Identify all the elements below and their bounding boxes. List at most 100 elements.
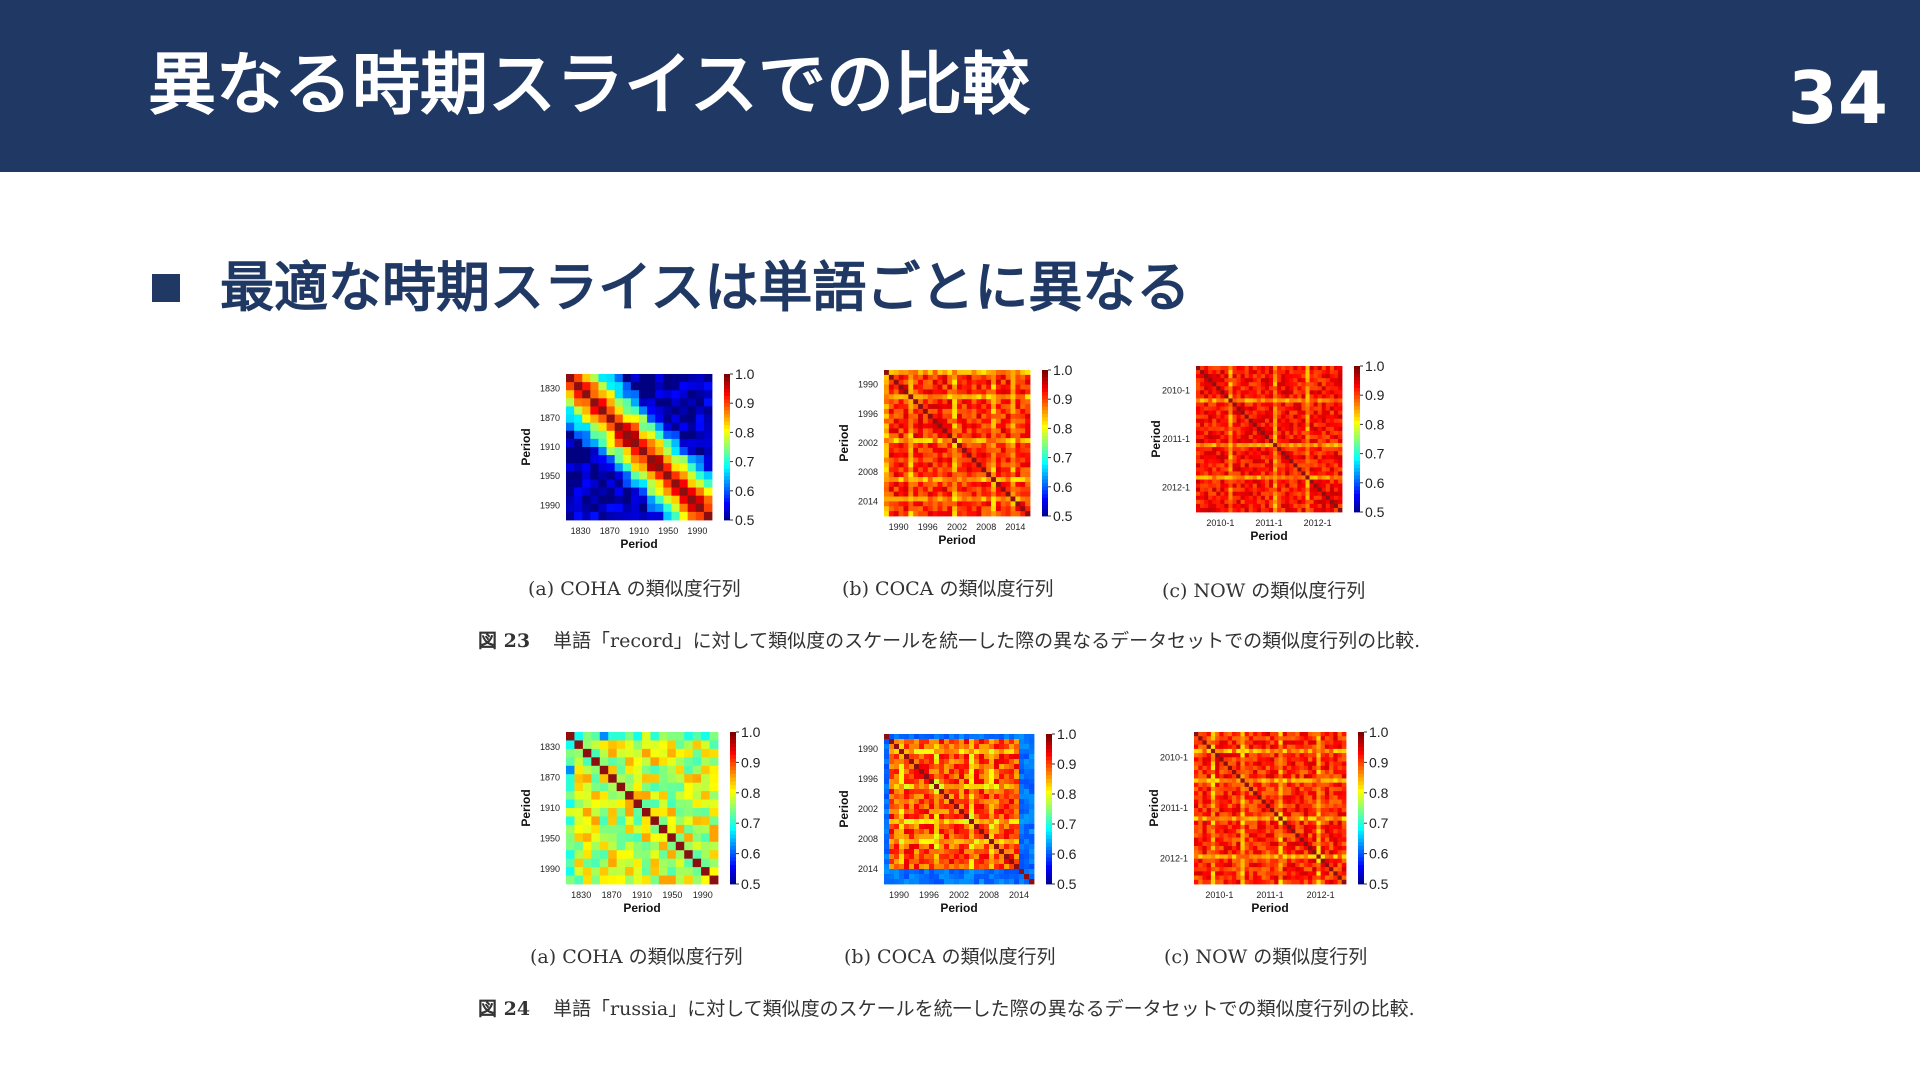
heatmap-cell <box>991 379 997 385</box>
heatmap-cell <box>1228 418 1233 424</box>
heatmap-cell <box>1010 433 1016 439</box>
heatmap-cell <box>964 744 970 750</box>
heatmap-cell <box>1341 782 1347 788</box>
heatmap-cell <box>1264 430 1270 436</box>
y-tick-label: 1870 <box>540 773 560 783</box>
heatmap-cell <box>889 764 895 770</box>
heatmap-cell <box>667 732 677 741</box>
heatmap-cell <box>944 759 950 765</box>
heatmap-cell <box>959 819 965 825</box>
heatmap-cell <box>1260 471 1266 476</box>
heatmap-cell <box>1324 765 1330 771</box>
heatmap-cell <box>954 779 960 785</box>
heatmap-cell <box>671 495 680 505</box>
heatmap-cell <box>1223 736 1229 741</box>
heatmap-cell <box>1301 390 1306 395</box>
heatmap-cell <box>582 791 592 800</box>
heatmap-cell <box>684 875 694 885</box>
heatmap-cell <box>1009 859 1015 865</box>
heatmap-cell <box>1219 765 1224 771</box>
colorbar-segment <box>1046 850 1052 855</box>
heatmap-cell <box>942 486 948 493</box>
heatmap-cell <box>1324 795 1330 800</box>
heatmap-cell <box>899 769 905 775</box>
colorbar-segment <box>1354 406 1360 411</box>
heatmap-cell <box>964 804 970 810</box>
heatmap-cell <box>1261 795 1267 800</box>
colorbar-segment <box>1046 805 1052 810</box>
heatmap-cell <box>1014 869 1020 875</box>
heatmap-cell <box>1308 732 1313 737</box>
heatmap-cell <box>1313 479 1319 485</box>
heatmap-cell <box>701 774 710 784</box>
heatmap-cell <box>671 382 680 391</box>
heatmap-cell <box>999 799 1005 805</box>
heatmap-cell <box>1000 491 1007 497</box>
heatmap-cell <box>574 782 584 792</box>
colorbar-segment <box>1354 373 1360 378</box>
colorbar-segment <box>724 428 730 433</box>
heatmap-cell <box>919 764 925 770</box>
heatmap-cell <box>944 834 950 840</box>
heatmap-cell <box>1265 782 1271 788</box>
colorbar-segment <box>1042 475 1048 480</box>
heatmap-cell <box>888 477 895 483</box>
heatmap-cell <box>1200 467 1205 472</box>
heatmap-cell <box>1317 378 1323 383</box>
heatmap-cell <box>1260 398 1266 403</box>
heatmap-cell <box>1198 761 1203 767</box>
heatmap-cell <box>894 874 900 880</box>
heatmap-cell <box>1293 402 1298 407</box>
heatmap-cell <box>1337 459 1343 464</box>
heatmap-cell <box>1200 443 1205 448</box>
heatmap-cell <box>687 398 697 407</box>
heatmap-cell <box>1224 495 1229 501</box>
heatmap-cell <box>1223 824 1229 830</box>
heatmap-cell <box>942 389 948 395</box>
heatmap-cell <box>1204 390 1209 395</box>
heatmap-cell <box>981 481 987 488</box>
heatmap-cell <box>976 384 982 390</box>
heatmap-cell <box>1248 398 1254 403</box>
heatmap-cell <box>1227 833 1233 838</box>
heatmap-cell <box>616 757 626 767</box>
heatmap-cell <box>979 749 985 755</box>
heatmap-cell <box>1227 770 1233 775</box>
heatmap-cell <box>1317 439 1323 444</box>
heatmap-cell <box>1320 833 1326 838</box>
heatmap-cell <box>918 496 924 502</box>
heatmap-cell <box>924 779 930 785</box>
heatmap-cell <box>1270 803 1275 809</box>
heatmap-cell <box>986 491 992 497</box>
heatmap-cell <box>1004 749 1010 755</box>
heatmap-cell <box>971 467 977 473</box>
heatmap-cell <box>1308 736 1313 741</box>
heatmap-cell <box>1025 481 1031 488</box>
heatmap-cell <box>937 370 943 376</box>
heatmap-cell <box>1232 753 1237 758</box>
heatmap-cell <box>922 404 929 410</box>
heatmap-cell <box>981 511 987 517</box>
heatmap-cell <box>899 879 905 885</box>
heatmap-cell <box>898 428 904 434</box>
colorbar-segment <box>724 465 730 470</box>
heatmap-cell <box>1277 475 1282 480</box>
heatmap-cell <box>939 739 945 745</box>
heatmap-cell <box>957 496 963 502</box>
heatmap-cell <box>1274 753 1279 758</box>
heatmap-cell <box>1256 507 1262 513</box>
heatmap-cell <box>1316 778 1322 784</box>
heatmap-cell <box>1321 422 1327 428</box>
heatmap-cell <box>1236 422 1242 428</box>
heatmap-cell <box>1309 382 1315 387</box>
heatmap-cell <box>1232 799 1237 805</box>
heatmap-cell <box>937 491 943 497</box>
heatmap-cell <box>1320 757 1326 762</box>
heatmap-cell <box>1333 463 1339 468</box>
heatmap-cell <box>590 422 599 432</box>
heatmap-cell <box>908 467 914 473</box>
heatmap-cell <box>1216 386 1221 391</box>
heatmap-cell <box>913 408 919 415</box>
heatmap-cell <box>1194 732 1199 737</box>
heatmap-cell <box>919 844 925 850</box>
